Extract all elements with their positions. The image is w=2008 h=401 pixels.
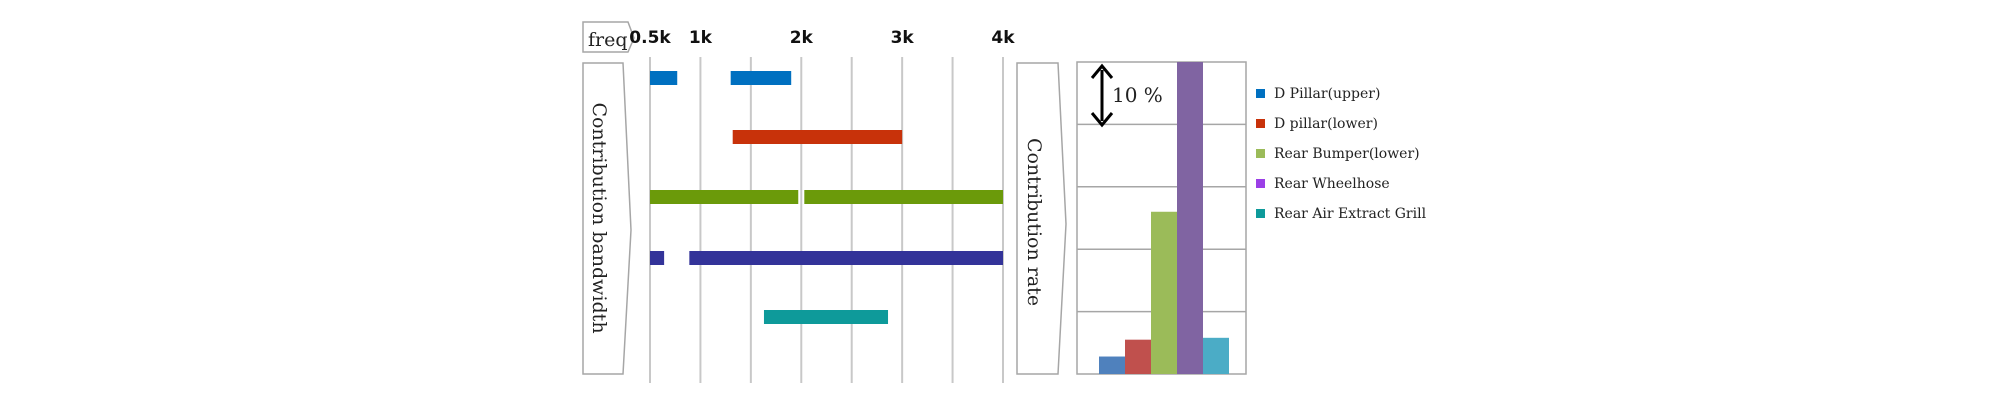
legend-swatch: [1256, 149, 1265, 158]
rate-bar: [1203, 337, 1229, 374]
rate-bars: [1099, 62, 1229, 374]
legend-swatch: [1256, 209, 1265, 218]
legend: D Pillar(upper) D pillar(lower) Rear Bumpe…: [1256, 86, 1427, 222]
bandwidth-tick-label: 0.5k: [629, 28, 671, 48]
bandwidth-axis-label: Contribution bandwidth: [588, 102, 610, 333]
bandwidth-bar-d-pillar-upper: [650, 71, 678, 85]
bandwidth-tick-labels: 0.5k 1k 2k 3k 4k: [629, 28, 1015, 48]
legend-label: Rear Air Extract Grill: [1274, 206, 1427, 222]
bandwidth-grid: [649, 57, 1004, 383]
bandwidth-bar-d-pillar-lower: [732, 130, 903, 144]
rate-bar: [1099, 356, 1125, 374]
bandwidth-bar-rear-bumper-bandwidth: [650, 190, 799, 204]
rate-bar: [1177, 62, 1203, 374]
legend-label: Rear Bumper(lower): [1274, 146, 1420, 162]
bandwidth-label-box: Contribution bandwidth: [582, 62, 632, 375]
legend-swatch: [1256, 89, 1265, 98]
legend-label: Rear Wheelhose: [1274, 176, 1390, 192]
scale-annotation-label: 10 %: [1112, 83, 1163, 107]
legend-label: D pillar(lower): [1274, 116, 1378, 132]
freq-label: freq: [588, 29, 628, 51]
bandwidth-bar-rear-air-extract-bandwidth: [763, 310, 889, 324]
bandwidth-bars: [650, 71, 1003, 324]
bandwidth-tick-label: 2k: [790, 28, 814, 48]
rate-label-box: Contribution rate: [1016, 62, 1067, 375]
scale-annotation: 10 %: [1090, 63, 1163, 128]
rate-bar: [1151, 211, 1177, 374]
bandwidth-bar-rear-wheelhose-bandwidth: [650, 251, 665, 265]
legend-swatch: [1256, 179, 1265, 188]
freq-box: freq: [582, 21, 635, 53]
bandwidth-bar-rear-wheelhose-bandwidth: [689, 251, 1003, 265]
legend-label: D Pillar(upper): [1274, 86, 1380, 102]
bandwidth-bar-d-pillar-upper: [730, 71, 792, 85]
bandwidth-tick-label: 3k: [891, 28, 915, 48]
bandwidth-tick-label: 4k: [991, 28, 1015, 48]
bandwidth-bar-rear-bumper-bandwidth: [804, 190, 1003, 204]
bandwidth-tick-label: 1k: [689, 28, 713, 48]
legend-swatch: [1256, 119, 1265, 128]
rate-axis-label: Contribution rate: [1023, 138, 1045, 306]
rate-bar: [1125, 339, 1151, 374]
